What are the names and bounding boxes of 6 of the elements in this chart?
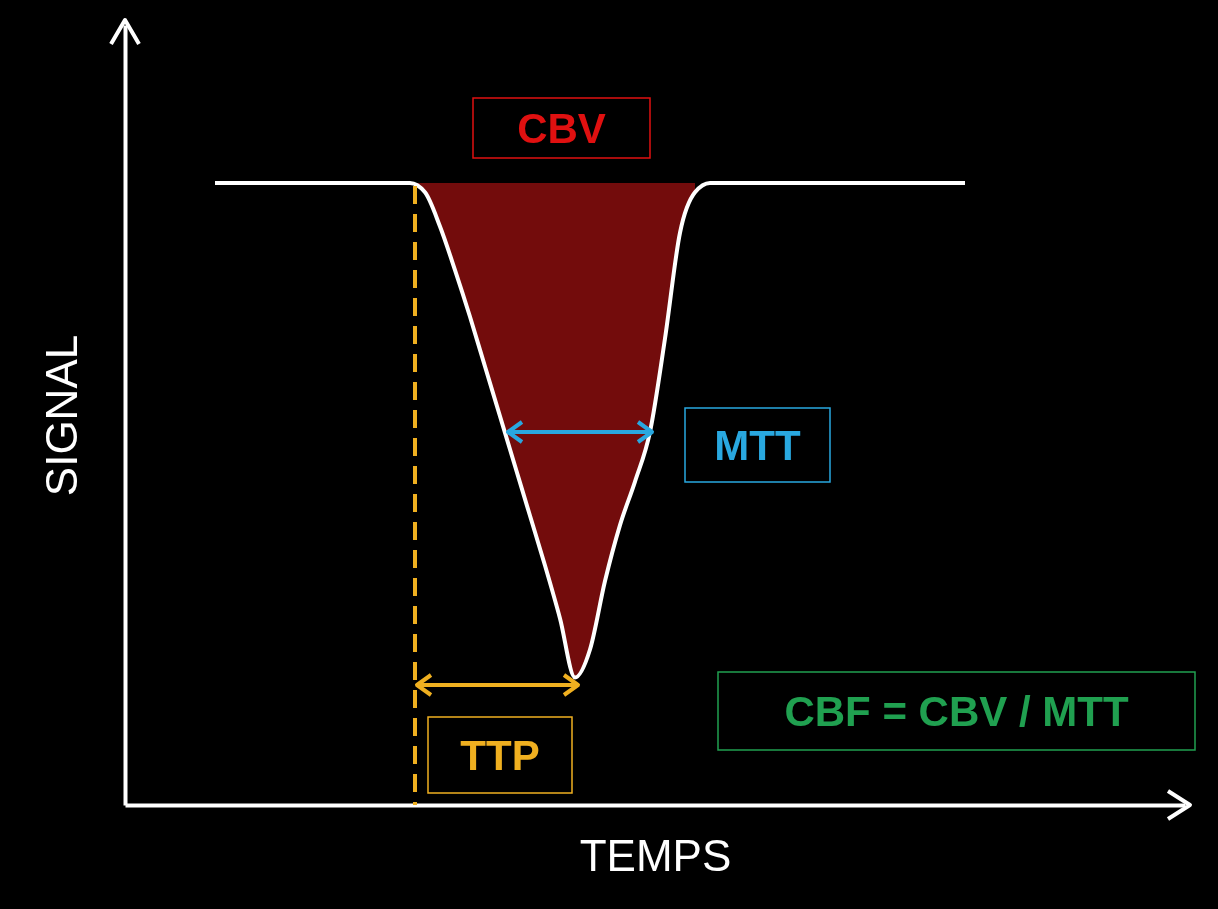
x-axis-title: TEMPS bbox=[579, 830, 732, 880]
annotation: MTT bbox=[714, 422, 801, 469]
annotation: CBF = CBV / MTT bbox=[784, 688, 1129, 735]
y-axis-title: SIGNAL bbox=[36, 334, 86, 497]
annotation: TTP bbox=[460, 732, 540, 779]
text: CBV bbox=[517, 105, 606, 152]
